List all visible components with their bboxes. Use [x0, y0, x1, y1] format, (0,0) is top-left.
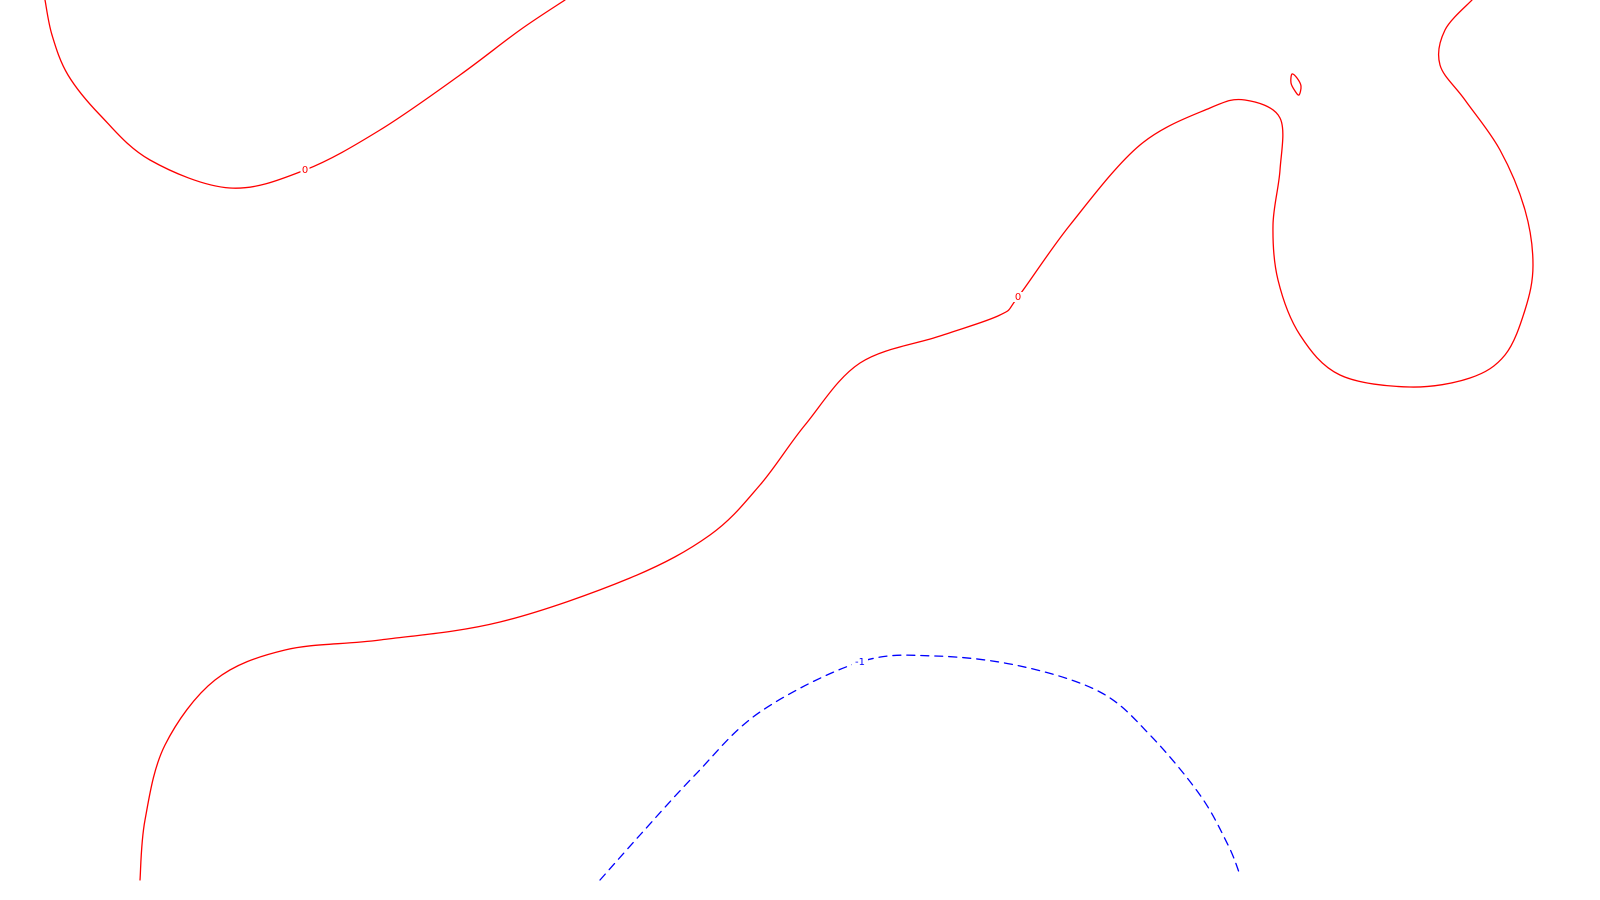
contour-0-main-line [139, 0, 1534, 881]
label-neg1-background [852, 657, 868, 667]
contour-labels-group: 0 0 -1 [300, 165, 1023, 668]
contour-lines-group [44, 0, 1534, 881]
label-0-main: 0 [1015, 292, 1021, 303]
label-0-upper-left: 0 [302, 165, 308, 176]
label-neg1: -1 [855, 657, 865, 668]
contour-0-small-loop-line [1290, 73, 1302, 96]
contour-0-upper-left-line [44, 0, 566, 189]
label-0-main-background [1013, 292, 1023, 302]
label-0-upper-left-background [300, 165, 310, 175]
contour-neg1-line [599, 654, 1241, 881]
